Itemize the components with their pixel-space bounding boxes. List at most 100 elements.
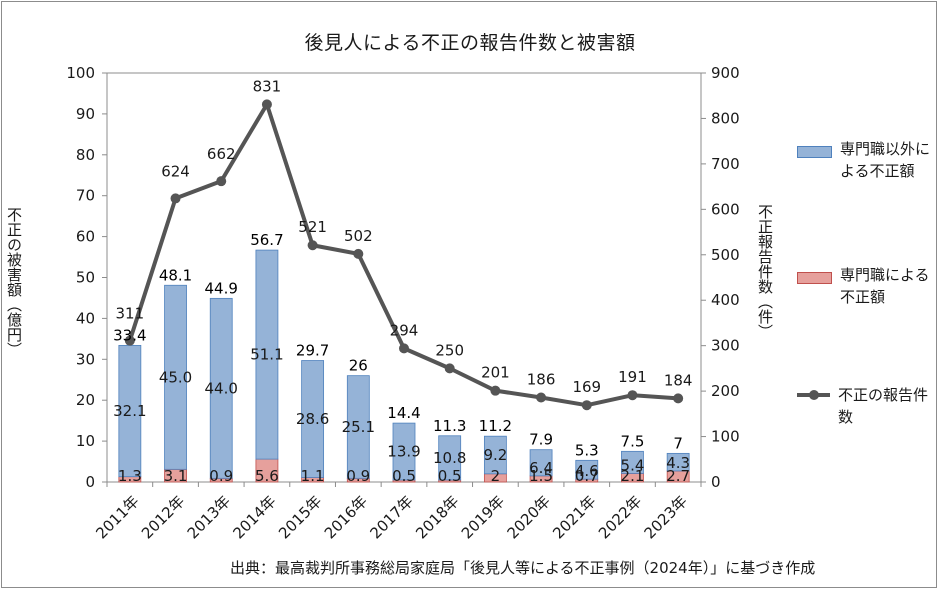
label-pro: 2.7 — [666, 467, 690, 485]
legend-label-count: 不正の報告件数 — [838, 386, 929, 426]
label-pro: 5.6 — [255, 467, 279, 485]
x-tick-label: 2018年 — [412, 492, 462, 542]
label-count: 624 — [161, 162, 190, 180]
label-nonpro: 28.6 — [296, 410, 329, 428]
label-total: 29.7 — [296, 342, 329, 360]
label-total: 14.4 — [387, 404, 420, 422]
label-pro: 0.5 — [392, 467, 416, 485]
label-count: 184 — [664, 371, 693, 389]
legend-swatch-count — [797, 384, 830, 406]
x-tick-label: 2013年 — [184, 492, 234, 542]
y-left-tick-label: 80 — [76, 146, 95, 164]
y-right-tick-label: 300 — [711, 337, 740, 355]
legend-item-pro: 専門職による不正額 — [797, 264, 930, 308]
count-point — [307, 240, 318, 251]
label-pro: 0.9 — [346, 467, 370, 485]
y-right-tick-label: 0 — [711, 473, 721, 491]
label-total: 7.9 — [529, 431, 553, 449]
label-total: 48.1 — [159, 266, 192, 284]
label-nonpro: 51.1 — [250, 346, 283, 364]
label-nonpro: 10.8 — [433, 449, 466, 467]
label-count: 169 — [572, 378, 601, 396]
label-pro: 0.9 — [209, 467, 233, 485]
x-tick-label: 2011年 — [92, 492, 142, 542]
count-point — [170, 193, 181, 204]
label-total: 56.7 — [250, 231, 283, 249]
y-left-tick-label: 60 — [76, 228, 95, 246]
x-tick-label: 2014年 — [229, 492, 279, 542]
label-count: 201 — [481, 364, 510, 382]
y-right-tick-label: 600 — [711, 200, 740, 218]
bar-nonpro — [529, 449, 553, 477]
y-right-tick-label: 800 — [711, 109, 740, 127]
label-pro: 1.5 — [529, 467, 553, 485]
label-count: 186 — [527, 370, 556, 388]
y-right-tick-label: 700 — [711, 155, 740, 173]
label-total: 26 — [349, 357, 368, 375]
count-point — [627, 390, 638, 401]
count-point — [261, 99, 272, 110]
label-nonpro: 32.1 — [113, 402, 146, 420]
y-left-tick-label: 50 — [76, 269, 95, 287]
label-pro: 1.3 — [118, 467, 142, 485]
chart-title: 後見人による不正の報告件数と被害額 — [304, 32, 636, 54]
legend-label-pro: 専門職による不正額 — [840, 266, 930, 306]
y-right-tick-label: 100 — [711, 428, 740, 446]
bar-nonpro — [164, 284, 187, 470]
x-tick-label: 2015年 — [275, 492, 325, 542]
y-left-tick-label: 30 — [76, 350, 95, 368]
y-left-tick-label: 90 — [76, 105, 95, 123]
count-point — [536, 392, 547, 403]
label-pro: 0.5 — [438, 467, 462, 485]
legend-item-count: 不正の報告件数 — [797, 384, 928, 428]
y-axis-right-label: 不正報告件数（件） — [756, 203, 774, 339]
x-tick-label: 2023年 — [641, 492, 691, 542]
label-pro: 2 — [491, 467, 501, 485]
count-point — [124, 335, 135, 346]
label-total: 7 — [673, 434, 683, 452]
y-left-tick-label: 0 — [85, 473, 95, 491]
bar-nonpro — [392, 422, 416, 481]
label-count: 294 — [390, 321, 419, 339]
label-nonpro: 9.2 — [483, 446, 507, 464]
count-point — [399, 343, 409, 354]
x-tick-label: 2022年 — [595, 492, 645, 542]
bar-nonpro — [621, 450, 644, 474]
label-total: 7.5 — [621, 432, 645, 450]
y-left-tick-label: 70 — [76, 187, 95, 205]
label-count: 662 — [207, 145, 236, 163]
y-right-tick-label: 200 — [711, 382, 740, 400]
x-tick-label: 2016年 — [321, 492, 371, 542]
x-tick-label: 2020年 — [504, 492, 554, 542]
x-tick-label: 2019年 — [458, 492, 508, 542]
legend-label-nonpro: 専門職以外による不正額 — [840, 140, 931, 180]
legend-swatch-nonpro — [797, 146, 832, 158]
label-total: 5.3 — [575, 441, 599, 459]
y-right-tick-label: 500 — [711, 246, 740, 264]
y-left-tick-label: 40 — [76, 309, 95, 327]
label-count: 250 — [435, 341, 464, 359]
label-total: 33.4 — [113, 326, 146, 344]
y-right-tick-label: 900 — [711, 64, 740, 82]
label-pro: 0.7 — [575, 467, 599, 485]
label-count: 831 — [253, 77, 282, 95]
label-nonpro: 45.0 — [159, 368, 192, 386]
label-nonpro: 44.0 — [205, 379, 238, 397]
label-count: 191 — [618, 368, 647, 386]
x-tick-label: 2012年 — [138, 492, 188, 542]
label-nonpro: 25.1 — [342, 418, 375, 436]
source-note: 出典：最高裁判所事務総局家庭局「後見人等による不正事例（2024年）」に基づき作… — [230, 559, 816, 577]
label-nonpro: 4.6 — [575, 462, 599, 480]
label-count: 311 — [116, 305, 145, 323]
label-pro: 1.1 — [301, 467, 325, 485]
legend-swatch-pro — [797, 272, 832, 284]
y-right-tick-label: 400 — [711, 291, 740, 309]
y-axis-left-label: 不正の被害額（億円） — [5, 206, 23, 357]
label-count: 502 — [344, 227, 373, 245]
bar-nonpro — [209, 297, 233, 479]
label-total: 44.9 — [205, 279, 238, 297]
count-point — [581, 400, 592, 411]
y-left-tick-label: 10 — [76, 432, 95, 450]
bar-nonpro — [666, 452, 690, 472]
